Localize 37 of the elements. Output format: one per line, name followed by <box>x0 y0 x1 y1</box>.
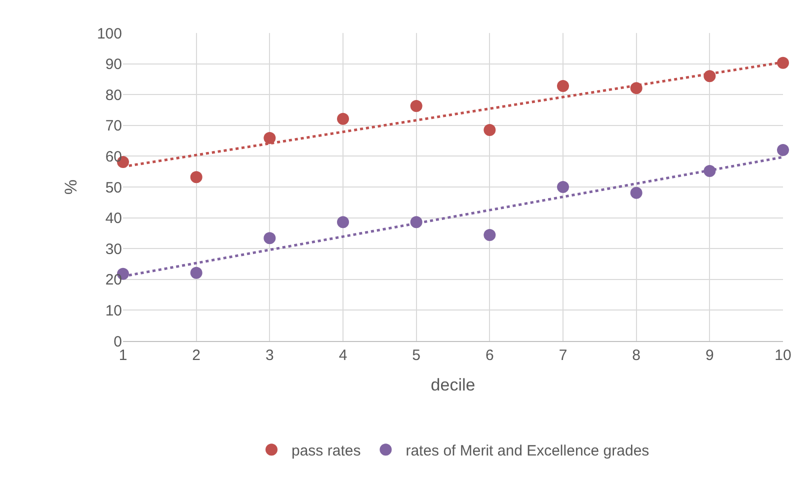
x-tick-label: 6 <box>486 347 494 364</box>
y-tick-label: 30 <box>105 240 122 258</box>
y-tick-label: 50 <box>105 179 122 196</box>
x-tick-label: 2 <box>192 347 200 364</box>
y-axis-title: % <box>62 179 81 195</box>
y-tick-label: 20 <box>105 272 122 289</box>
y-tick-label: 100 <box>96 25 122 42</box>
point <box>190 266 202 279</box>
point <box>777 56 789 69</box>
point <box>337 216 349 228</box>
legend-label: pass rates <box>292 442 361 460</box>
x-tick-label: 10 <box>774 347 792 364</box>
point <box>630 186 642 199</box>
point <box>557 181 569 193</box>
point <box>337 112 349 125</box>
y-tick-label: 60 <box>105 148 122 166</box>
point <box>484 124 496 136</box>
x-tick-label: 3 <box>266 347 274 364</box>
x-tick-label: 8 <box>632 347 640 364</box>
x-tick-label: 7 <box>558 347 568 364</box>
y-tick-label: 40 <box>105 210 122 228</box>
point <box>557 80 569 92</box>
y-tick-label: 80 <box>105 86 122 104</box>
x-tick-label: 4 <box>338 347 348 364</box>
y-tick-label: 70 <box>105 118 122 135</box>
x-tick-label: 5 <box>412 347 420 364</box>
point <box>264 232 276 244</box>
point <box>777 144 789 156</box>
x-tick-label: 9 <box>706 347 714 364</box>
point <box>484 229 496 242</box>
x-axis-title: decile <box>430 375 476 394</box>
point <box>264 132 276 144</box>
legend-label: rates of Merit and Excellence grades <box>406 442 650 460</box>
point <box>410 100 422 112</box>
point <box>190 171 202 184</box>
y-tick-label: 10 <box>105 302 122 320</box>
y-tick-label: 90 <box>105 56 122 74</box>
